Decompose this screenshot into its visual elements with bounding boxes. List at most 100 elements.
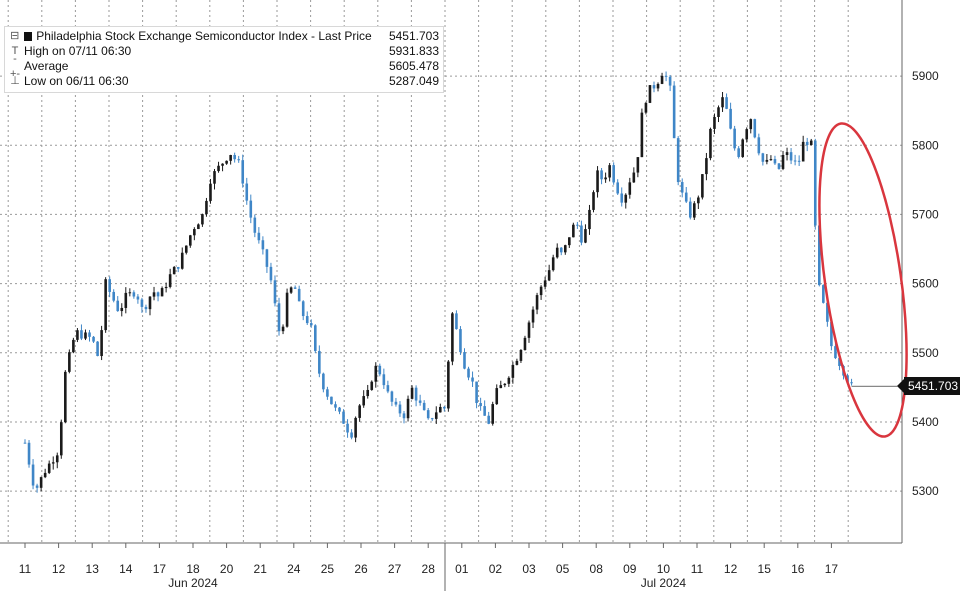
y-tick-label: 5900 — [912, 69, 939, 83]
legend-swatch — [23, 32, 33, 41]
average-marker-icon: -+- — [9, 52, 21, 80]
candle-body — [656, 83, 660, 89]
candle-body — [576, 224, 579, 226]
candle-body — [822, 285, 825, 303]
candle-body — [164, 286, 168, 289]
candle-body — [697, 197, 700, 204]
candle-body — [84, 332, 87, 339]
candle-body — [168, 274, 172, 287]
x-tick-label: 28 — [422, 562, 436, 576]
y-tick-label: 5500 — [912, 346, 939, 360]
candle-body — [116, 300, 120, 312]
candle-body — [233, 154, 236, 160]
candle-body — [160, 288, 164, 297]
candle-body — [354, 417, 357, 438]
legend-value: 5451.703 — [388, 29, 439, 43]
candle-body — [773, 159, 777, 164]
legend-row-high: T High on 07/11 06:30 5931.833 — [9, 44, 439, 59]
candle-body — [297, 288, 301, 302]
candle-body — [523, 337, 527, 351]
candle-body — [600, 170, 603, 180]
candle-body — [438, 407, 442, 413]
candle-body — [64, 371, 67, 423]
x-tick-label: 17 — [153, 562, 167, 576]
candle-body — [382, 374, 386, 386]
x-tick-label: 03 — [522, 562, 536, 576]
x-tick-label: 13 — [86, 562, 100, 576]
x-tick-label: 18 — [186, 562, 200, 576]
candle-body — [664, 75, 668, 77]
candle-body — [547, 270, 551, 281]
candle-body — [132, 292, 136, 297]
candle-body — [660, 75, 664, 84]
candle-body — [326, 389, 329, 397]
x-tick-label: 05 — [556, 562, 570, 576]
x-tick-label: 11 — [19, 562, 32, 576]
candle-body — [253, 217, 257, 233]
candle-body — [604, 177, 607, 180]
x-tick-label: 17 — [825, 562, 839, 576]
candle-body — [753, 119, 757, 138]
candle-body — [676, 138, 680, 183]
legend-label: High on 07/11 06:30 — [24, 44, 132, 58]
candle-body — [265, 249, 269, 267]
candle-body — [757, 137, 761, 154]
y-tick-label: 5400 — [912, 415, 939, 429]
candle-body — [100, 330, 103, 357]
candle-body — [309, 323, 313, 326]
x-tick-label: 27 — [388, 562, 402, 576]
candle-body — [608, 165, 611, 178]
candle-body — [572, 224, 575, 238]
candle-body — [809, 140, 813, 146]
candle-body — [180, 252, 184, 269]
chart-legend: ⊟ Philadelphia Stock Exchange Semiconduc… — [4, 26, 444, 93]
candle-body — [201, 214, 204, 225]
legend-row-average: -+- Average 5605.478 — [9, 53, 439, 80]
candle-body — [269, 266, 273, 281]
legend-value: 5931.833 — [388, 44, 439, 58]
candle-body — [563, 245, 567, 253]
candle-body — [370, 381, 374, 390]
candle-body — [801, 141, 805, 162]
candle-body — [318, 350, 321, 374]
candle-body — [588, 209, 591, 230]
candle-body — [467, 368, 470, 378]
candle-body — [580, 225, 583, 243]
candle-body — [455, 313, 458, 330]
candle-body — [144, 306, 148, 310]
candle-body — [729, 108, 732, 129]
candle-body — [23, 442, 27, 444]
legend-box-icon: ⊟ — [10, 30, 20, 42]
candle-body — [765, 159, 769, 162]
candle-body — [789, 152, 793, 161]
candle-body — [531, 309, 535, 323]
candle-body — [652, 85, 656, 89]
candle-body — [410, 387, 414, 399]
x-tick-label: 25 — [321, 562, 335, 576]
candle-body — [668, 76, 672, 86]
axis-layer: 5300 5400 5500 5600 5700 5800 5900 11 12 13 14 17 18… — [0, 0, 939, 591]
y-tick-label: 5800 — [912, 138, 939, 152]
candle-body — [781, 155, 785, 169]
candle-body — [386, 385, 390, 392]
candle-body — [104, 279, 107, 331]
candle-body — [414, 387, 418, 401]
candle-body — [35, 485, 39, 488]
candle-body — [241, 160, 245, 184]
candle-body — [285, 292, 289, 327]
candle-body — [374, 365, 378, 382]
candle-body — [305, 316, 309, 324]
candle-body — [511, 364, 515, 378]
candle-layer — [23, 71, 902, 493]
candle-body — [193, 229, 196, 236]
candle-body — [551, 257, 555, 271]
candle-body — [539, 286, 543, 296]
candle-body — [418, 400, 422, 403]
candle-body — [785, 152, 789, 156]
candle-body — [128, 292, 132, 294]
candle-body — [112, 291, 116, 301]
candle-body — [390, 391, 394, 402]
candle-body — [688, 201, 692, 218]
candle-body — [507, 377, 511, 384]
legend-row-low: ⊥ Low on 06/11 06:30 5287.049 — [9, 74, 439, 89]
